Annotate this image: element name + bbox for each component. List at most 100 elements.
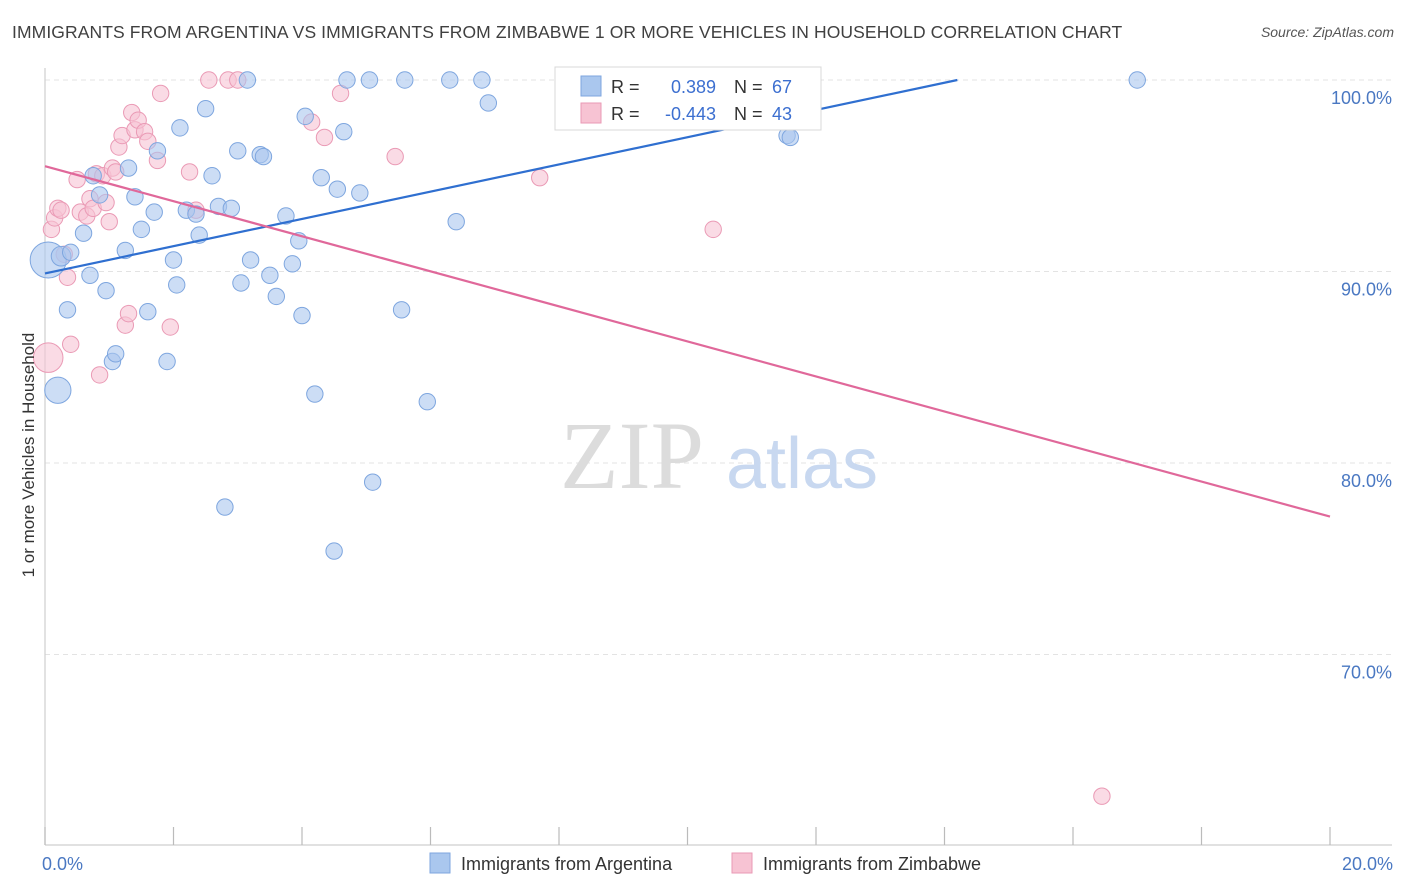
argentina-point bbox=[351, 184, 369, 202]
stats-r-value-argentina: 0.389 bbox=[671, 77, 716, 97]
zimbabwe-point bbox=[52, 201, 70, 219]
zimbabwe-point bbox=[119, 304, 138, 323]
argentina-point bbox=[90, 186, 109, 204]
series-zimbabwe-points bbox=[32, 71, 1111, 805]
argentina-point bbox=[261, 266, 279, 285]
stats-r-value-zimbabwe: -0.443 bbox=[665, 104, 716, 124]
argentina-point bbox=[328, 180, 347, 198]
argentina-point bbox=[335, 123, 353, 141]
argentina-point bbox=[229, 142, 247, 160]
y-tick-label: 100.0% bbox=[1331, 88, 1392, 108]
argentina-point bbox=[148, 142, 167, 160]
stats-swatch-zimbabwe bbox=[580, 102, 602, 124]
argentina-point bbox=[441, 71, 459, 89]
argentina-point bbox=[74, 224, 93, 242]
zimbabwe-point bbox=[704, 220, 722, 239]
legend-swatch-argentina bbox=[429, 852, 451, 874]
x-tick-labels: 0.0% 20.0% bbox=[42, 854, 1393, 874]
watermark-zip: ZIP bbox=[560, 402, 704, 509]
argentina-point bbox=[164, 251, 183, 269]
legend-label-argentina: Immigrants from Argentina bbox=[461, 854, 673, 874]
argentina-point bbox=[232, 274, 250, 292]
argentina-point bbox=[781, 128, 799, 147]
stats-n-label-zimbabwe: N = bbox=[734, 104, 763, 124]
gridlines bbox=[45, 79, 1392, 655]
argentina-point bbox=[158, 352, 176, 371]
x-tick-label: 20.0% bbox=[1342, 854, 1393, 874]
axes bbox=[44, 68, 1392, 846]
argentina-point bbox=[171, 119, 189, 137]
legend-swatch-zimbabwe bbox=[731, 852, 753, 874]
argentina-point bbox=[196, 100, 215, 118]
zimbabwe-point bbox=[200, 71, 218, 89]
zimbabwe-point bbox=[315, 128, 334, 147]
y-tick-label: 70.0% bbox=[1341, 663, 1392, 683]
stats-r-label-zimbabwe: R = bbox=[611, 104, 640, 124]
y-tick-label: 80.0% bbox=[1341, 471, 1392, 491]
argentina-point bbox=[241, 251, 260, 269]
argentina-point bbox=[447, 213, 465, 231]
zimbabwe-point bbox=[32, 342, 64, 373]
argentina-point bbox=[363, 473, 382, 491]
zimbabwe-point bbox=[531, 168, 549, 187]
argentina-point bbox=[58, 301, 77, 319]
argentina-point bbox=[216, 498, 234, 516]
argentina-point bbox=[296, 107, 314, 126]
zimbabwe-point bbox=[90, 366, 109, 384]
argentina-point bbox=[203, 167, 221, 185]
argentina-point bbox=[396, 71, 414, 89]
chart-legend: Immigrants from Argentina Immigrants fro… bbox=[429, 852, 981, 874]
argentina-point bbox=[360, 71, 379, 89]
y-tick-labels: 100.0% 90.0% 80.0% 70.0% bbox=[1331, 88, 1392, 683]
chart-title: IMMIGRANTS FROM ARGENTINA VS IMMIGRANTS … bbox=[12, 22, 1123, 42]
y-axis-label: 1 or more Vehicles in Household bbox=[19, 333, 38, 578]
source-credit: Source: ZipAtlas.com bbox=[1260, 24, 1394, 40]
trend-line-zimbabwe bbox=[44, 165, 1331, 518]
zimbabwe-point bbox=[1093, 787, 1111, 805]
stats-r-label-argentina: R = bbox=[611, 77, 640, 97]
argentina-point bbox=[61, 243, 80, 262]
x-tick-label: 0.0% bbox=[42, 854, 83, 874]
stats-n-value-zimbabwe: 43 bbox=[772, 104, 792, 124]
stats-n-label-argentina: N = bbox=[734, 77, 763, 97]
argentina-point bbox=[238, 71, 257, 89]
argentina-point bbox=[106, 345, 125, 363]
argentina-point bbox=[132, 220, 151, 239]
argentina-point bbox=[325, 542, 343, 560]
argentina-point bbox=[277, 207, 295, 225]
legend-label-zimbabwe: Immigrants from Zimbabwe bbox=[763, 854, 981, 874]
argentina-point bbox=[392, 301, 411, 319]
argentina-point bbox=[293, 306, 311, 325]
argentina-point bbox=[338, 71, 356, 89]
argentina-point bbox=[267, 287, 285, 306]
zimbabwe-point bbox=[61, 335, 80, 353]
argentina-point bbox=[254, 147, 273, 166]
zimbabwe-point bbox=[100, 213, 118, 231]
zimbabwe-point bbox=[161, 318, 179, 336]
argentina-point bbox=[187, 205, 205, 223]
argentina-point bbox=[119, 159, 138, 177]
argentina-point bbox=[44, 376, 72, 404]
stats-n-value-argentina: 67 bbox=[772, 77, 792, 97]
argentina-point bbox=[418, 393, 436, 411]
argentina-point bbox=[312, 168, 330, 187]
argentina-point bbox=[283, 255, 302, 273]
argentina-point bbox=[81, 266, 99, 285]
argentina-point bbox=[473, 71, 491, 89]
series-argentina-points bbox=[29, 71, 1146, 560]
zimbabwe-point bbox=[151, 84, 170, 103]
watermark: ZIP atlas bbox=[560, 402, 878, 509]
y-tick-label: 90.0% bbox=[1341, 280, 1392, 300]
argentina-point bbox=[479, 94, 498, 112]
argentina-point bbox=[145, 203, 163, 221]
argentina-point bbox=[97, 281, 115, 300]
zimbabwe-point bbox=[386, 147, 404, 166]
stats-legend-box: R = 0.389 N = 67 R = -0.443 N = 43 bbox=[554, 66, 822, 131]
argentina-point bbox=[222, 199, 241, 218]
stats-swatch-argentina bbox=[580, 75, 602, 97]
zimbabwe-point bbox=[180, 163, 199, 181]
argentina-point bbox=[1128, 71, 1146, 89]
argentina-point bbox=[306, 385, 324, 403]
watermark-atlas: atlas bbox=[726, 424, 878, 504]
